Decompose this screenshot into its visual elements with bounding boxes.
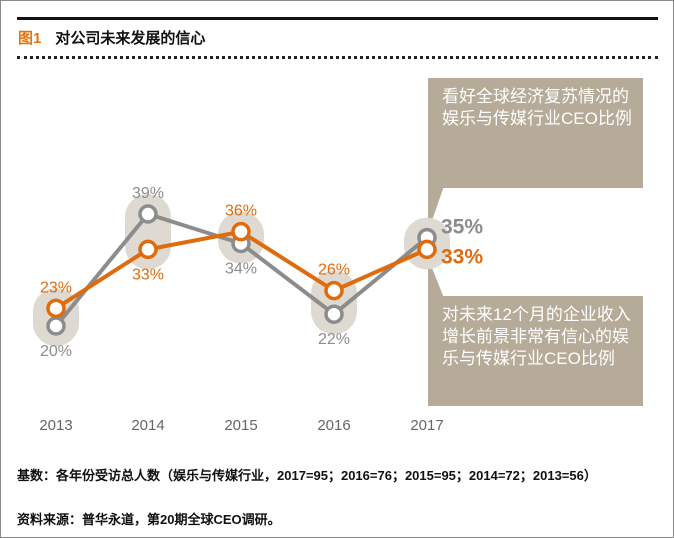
x-tick-label: 2015	[224, 417, 257, 434]
data-point-orange	[417, 239, 437, 260]
legend-callout-orange: 对未来12个月的企业收入增长前景非常有信心的娱乐与传媒行业CEO比例	[428, 296, 643, 406]
figure-number: 图1	[18, 30, 42, 47]
data-label-orange: 23%	[40, 279, 72, 296]
data-point-orange	[231, 221, 251, 242]
data-label-orange: 36%	[225, 203, 257, 220]
data-label-grey: 34%	[225, 260, 257, 277]
footnote-source: 资料来源：普华永道，第20期全球CEO调研。	[17, 512, 281, 527]
data-point-grey	[324, 304, 344, 324]
data-label-grey: 20%	[40, 343, 72, 360]
data-labels: 20% 23% 39% 33% 34% 36% 22% 26% 35% 33%	[40, 185, 483, 360]
top-rule	[17, 17, 658, 20]
x-tick-label: 2014	[131, 417, 164, 434]
data-point-grey	[46, 316, 66, 336]
legend-callout-orange-text: 对未来12个月的企业收入增长前景非常有信心的娱乐与传媒行业CEO比例	[442, 305, 631, 368]
point-halo	[125, 194, 171, 270]
data-label-orange: 33%	[132, 266, 164, 283]
data-label-grey: 35%	[441, 216, 483, 239]
x-tick-label: 2016	[317, 417, 350, 434]
figure-title: 图1 对公司未来发展的信心	[18, 27, 205, 48]
footnote-base: 基数：各年份受访总人数（娱乐与传媒行业，2017=95；2016=76；2015…	[17, 468, 597, 483]
data-point-orange	[138, 239, 158, 260]
legend-callout-grey: 看好全球经济复苏情况的娱乐与传媒行业CEO比例	[428, 78, 643, 188]
dotted-divider	[17, 56, 658, 59]
x-tick-label: 2013	[39, 417, 72, 434]
data-label-grey: 39%	[132, 185, 164, 202]
data-point-orange	[46, 298, 66, 319]
x-tick-label: 2017	[410, 417, 443, 434]
figure-title-text: 对公司未来发展的信心	[55, 30, 206, 47]
data-label-orange: 33%	[441, 245, 483, 268]
data-label-orange: 26%	[318, 262, 350, 279]
data-label-grey: 22%	[318, 331, 350, 348]
x-axis-ticks: 2013 2014 2015 2016 2017	[39, 417, 443, 434]
data-point-orange	[324, 280, 344, 301]
legend-callout-grey-text: 看好全球经济复苏情况的娱乐与传媒行业CEO比例	[442, 87, 632, 128]
data-points	[46, 204, 437, 336]
data-point-grey	[138, 204, 158, 224]
